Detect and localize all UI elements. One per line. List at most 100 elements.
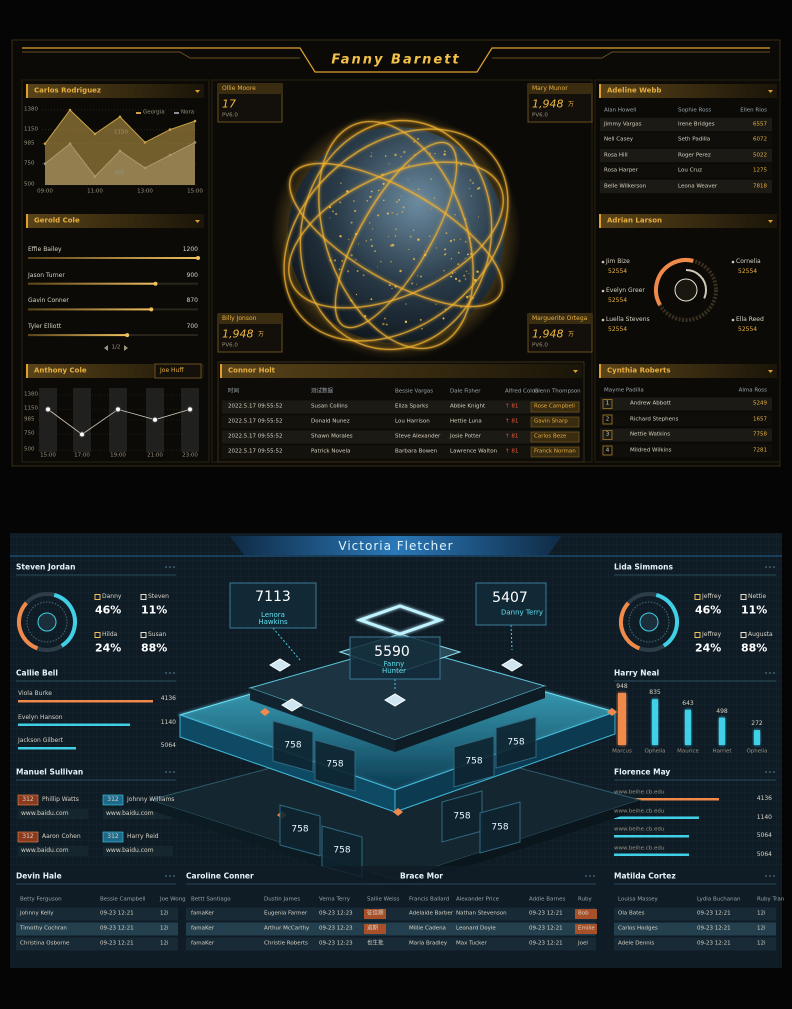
item-bar	[18, 700, 153, 703]
stat-sub: PV6.0	[532, 342, 548, 349]
table-cell: Lawrence Walton	[450, 448, 498, 455]
globe	[288, 127, 504, 343]
node	[501, 658, 523, 672]
table-cell: 09-23 12:23	[319, 925, 353, 932]
series-point	[152, 416, 158, 423]
city-light	[435, 303, 437, 305]
y-tick-label: 985	[24, 415, 35, 422]
header-accent	[220, 364, 222, 378]
y-tick-label: 1380	[24, 106, 38, 113]
highlight-cell	[530, 401, 580, 413]
pager-next	[124, 345, 128, 351]
header-dot	[769, 875, 771, 877]
item-value: 52554	[608, 268, 628, 275]
city-light	[445, 253, 447, 255]
item-name: Cornelia	[736, 258, 761, 265]
city-light	[408, 164, 410, 166]
badge	[102, 831, 124, 843]
panel-title: Steven Jordan	[16, 562, 76, 572]
badge-value: 312	[22, 833, 34, 840]
city-light	[390, 260, 392, 263]
table-row	[600, 133, 772, 147]
table-cell: 09-23 12:21	[697, 940, 731, 947]
item-dot	[731, 318, 735, 322]
column-frame	[21, 79, 210, 463]
city-light	[468, 187, 470, 190]
column-header: Joe Wong	[160, 896, 186, 903]
city-light	[394, 153, 397, 157]
series-point	[68, 108, 72, 112]
table-cell: Steve Alexander	[395, 433, 441, 440]
city-light	[476, 187, 480, 190]
card-url: www.baidu.com	[21, 810, 69, 817]
header-dot	[165, 771, 167, 773]
table-cell: 2022.5.17 09:55:52	[228, 433, 283, 440]
face-panel	[272, 720, 314, 773]
orbit	[318, 120, 474, 350]
row-index: 3	[605, 431, 610, 438]
orbit	[334, 141, 458, 329]
table-cell: ↑ 81	[505, 403, 519, 410]
city-light	[365, 240, 367, 242]
header-accent	[599, 364, 601, 378]
city-light	[362, 274, 365, 277]
row-index: 4	[605, 446, 610, 453]
city-light	[402, 206, 405, 209]
city-light	[412, 229, 415, 231]
city-light	[413, 140, 416, 143]
header-dot	[765, 566, 767, 568]
table-cell: Hettie Luna	[450, 418, 482, 425]
table-cell: 2022.5.17 09:55:52	[228, 418, 283, 425]
table-cell: 12i	[160, 925, 169, 932]
city-light	[391, 212, 393, 214]
item-value: 46%	[95, 603, 122, 617]
city-light	[419, 275, 422, 278]
header-accent	[26, 84, 28, 98]
corner-marker	[393, 808, 403, 816]
item-name: Danny	[102, 593, 122, 600]
series-point	[118, 115, 122, 119]
city-light	[374, 250, 377, 253]
status-badge	[364, 909, 386, 919]
item-name: Steven	[148, 593, 169, 600]
city-light	[339, 201, 342, 204]
city-light	[460, 163, 463, 166]
panel-title: Carlos Rodriguez	[34, 86, 102, 95]
header-dot	[585, 875, 587, 877]
table-cell: 12i	[160, 910, 169, 917]
table-cell: Adele Dennis	[618, 940, 655, 947]
series-point	[193, 119, 197, 123]
title-bar	[230, 536, 562, 555]
city-light	[385, 323, 388, 326]
table-cell: Josie Potter	[450, 433, 481, 440]
row-index: 2	[605, 415, 610, 422]
item-name: Jason Turner	[28, 271, 65, 279]
table-cell: 1657	[753, 415, 767, 422]
column-header: Lydia Buchanan	[697, 896, 741, 903]
y-tick-label: 985	[24, 139, 35, 146]
column-header: Bessie Campbell	[100, 896, 146, 903]
table-row	[600, 179, 772, 194]
header-dot	[773, 771, 775, 773]
stat-name: Marguerite Ortega	[532, 315, 588, 322]
panel-title: Cynthia Roberts	[607, 366, 671, 375]
table-row	[186, 907, 596, 921]
title-frame	[22, 47, 770, 73]
table-cell: Seth Padilla	[678, 136, 711, 143]
city-light	[329, 206, 332, 209]
item-value: 870	[186, 297, 198, 305]
table-cell: Belle Wilkerson	[604, 182, 647, 189]
card-name: Aaron Cohen	[42, 833, 81, 840]
column-header: Bessie Vargas	[395, 388, 434, 395]
table-cell: 12i	[757, 940, 766, 947]
table-cell: ↑ 81	[505, 418, 519, 425]
city-light	[464, 240, 467, 243]
y-tick-label: 500	[24, 446, 35, 453]
city-light	[458, 279, 461, 283]
column-header: Ruby	[578, 896, 592, 903]
table-cell: Richard Stephens	[630, 415, 679, 422]
card-name: Johnny Williams	[127, 796, 175, 803]
callout-box	[229, 582, 317, 629]
table-row	[614, 937, 776, 951]
city-light	[383, 199, 385, 202]
